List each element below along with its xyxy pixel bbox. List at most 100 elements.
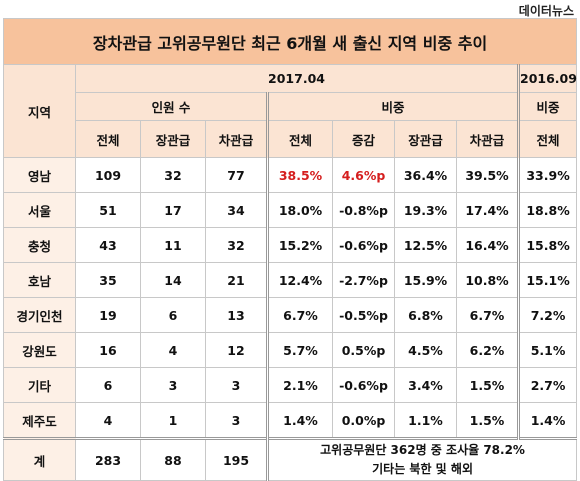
col-header: 차관급 [456, 120, 519, 158]
col-header: 전체 [516, 120, 578, 158]
cell-total: 51 [75, 192, 141, 228]
cell-minister: 14 [140, 262, 206, 298]
cell-r-vice: 6.7% [456, 297, 519, 333]
cell-r-vice: 16.4% [456, 227, 519, 263]
cell-r-change: -0.5%p [332, 297, 395, 333]
cell-r-change: -2.7%p [332, 262, 395, 298]
total-count: 283 [75, 437, 141, 481]
cell-r-minister: 1.1% [394, 402, 457, 439]
cell-r-total: 1.4% [266, 402, 333, 439]
survey-note-line1: 고위공무원단 362명 중 조사율 78.2% [320, 443, 525, 457]
cell-prev-total: 5.1% [516, 332, 578, 368]
table-row: 서울 51 17 34 18.0% -0.8%p 19.3% 17.4% 18.8% [3, 192, 578, 228]
cell-r-total: 12.4% [266, 262, 333, 298]
cell-r-minister: 3.4% [394, 367, 457, 403]
cell-total: 4 [75, 402, 141, 439]
cell-minister: 4 [140, 332, 206, 368]
cell-r-minister: 4.5% [394, 332, 457, 368]
cell-r-vice: 17.4% [456, 192, 519, 228]
cell-vice: 12 [205, 332, 268, 368]
region-cell: 경기인천 [3, 297, 76, 333]
region-cell: 강원도 [3, 332, 76, 368]
table-row: 영남 109 32 77 38.5% 4.6%p 36.4% 39.5% 33.9% [3, 157, 578, 193]
cell-vice: 13 [205, 297, 268, 333]
source-label: 데이터뉴스 [518, 4, 574, 18]
cell-minister: 6 [140, 297, 206, 333]
cell-prev-total: 15.8% [516, 227, 578, 263]
region-header: 지역 [3, 64, 76, 158]
region-cell: 호남 [3, 262, 76, 298]
cell-r-minister: 15.9% [394, 262, 457, 298]
cell-vice: 21 [205, 262, 268, 298]
cell-r-vice: 1.5% [456, 367, 519, 403]
cell-total: 43 [75, 227, 141, 263]
table-row: 호남 35 14 21 12.4% -2.7%p 15.9% 10.8% 15.1% [3, 262, 578, 298]
region-cell: 영남 [3, 157, 76, 193]
count-group-header: 인원 수 [75, 92, 268, 121]
cell-total: 109 [75, 157, 141, 193]
cell-total: 19 [75, 297, 141, 333]
cell-minister: 32 [140, 157, 206, 193]
cell-total: 35 [75, 262, 141, 298]
cell-r-vice: 1.5% [456, 402, 519, 439]
cell-r-change: 0.0%p [332, 402, 395, 439]
cell-total: 16 [75, 332, 141, 368]
previous-period-header: 2016.09 [516, 64, 578, 93]
region-cell: 서울 [3, 192, 76, 228]
table-row: 충청 43 11 32 15.2% -0.6%p 12.5% 16.4% 15.8% [3, 227, 578, 263]
cell-prev-total: 33.9% [516, 157, 578, 193]
cell-r-vice: 10.8% [456, 262, 519, 298]
table-row: 경기인천 19 6 13 6.7% -0.5%p 6.8% 6.7% 7.2% [3, 297, 578, 333]
col-header: 장관급 [394, 120, 457, 158]
cell-prev-total: 7.2% [516, 297, 578, 333]
cell-prev-total: 18.8% [516, 192, 578, 228]
cell-prev-total: 1.4% [516, 402, 578, 439]
region-ratio-table: 장차관급 고위공무원단 최근 6개월 새 출신 지역 비중 추이 지역 2017… [2, 18, 578, 481]
current-period-header: 2017.04 [75, 64, 519, 93]
cell-r-total: 6.7% [266, 297, 333, 333]
cell-total: 6 [75, 367, 141, 403]
cell-prev-total: 15.1% [516, 262, 578, 298]
survey-note: 고위공무원단 362명 중 조사율 78.2% 기타는 북한 및 해외 [265, 437, 578, 481]
cell-r-vice: 6.2% [456, 332, 519, 368]
cell-r-total: 15.2% [266, 227, 333, 263]
region-cell: 충청 [3, 227, 76, 263]
table-title: 장차관급 고위공무원단 최근 6개월 새 출신 지역 비중 추이 [2, 18, 578, 65]
cell-r-minister: 19.3% [394, 192, 457, 228]
cell-r-change: 0.5%p [332, 332, 395, 368]
cell-r-minister: 36.4% [394, 157, 457, 193]
cell-r-total: 18.0% [266, 192, 333, 228]
total-minister: 88 [140, 437, 206, 481]
region-cell: 기타 [3, 367, 76, 403]
cell-vice: 32 [205, 227, 268, 263]
col-header: 전체 [266, 120, 333, 158]
col-header: 전체 [75, 120, 141, 158]
cell-r-change: -0.6%p [332, 227, 395, 263]
cell-minister: 3 [140, 367, 206, 403]
cell-vice: 3 [205, 402, 268, 439]
cell-vice: 34 [205, 192, 268, 228]
cell-r-change: -0.6%p [332, 367, 395, 403]
cell-minister: 17 [140, 192, 206, 228]
total-vice: 195 [205, 437, 268, 481]
cell-vice: 3 [205, 367, 268, 403]
cell-r-total: 5.7% [266, 332, 333, 368]
survey-note-line2: 기타는 북한 및 해외 [372, 462, 473, 476]
table-row: 강원도 16 4 12 5.7% 0.5%p 4.5% 6.2% 5.1% [3, 332, 578, 368]
cell-minister: 11 [140, 227, 206, 263]
cell-r-total: 38.5% [266, 157, 333, 193]
cell-r-change: -0.8%p [332, 192, 395, 228]
cell-r-vice: 39.5% [456, 157, 519, 193]
cell-r-total: 2.1% [266, 367, 333, 403]
col-header: 차관급 [205, 120, 268, 158]
table-row: 기타 6 3 3 2.1% -0.6%p 3.4% 1.5% 2.7% [3, 367, 578, 403]
cell-r-minister: 12.5% [394, 227, 457, 263]
col-header: 장관급 [140, 120, 206, 158]
region-cell: 제주도 [3, 402, 76, 439]
table-row: 제주도 4 1 3 1.4% 0.0%p 1.1% 1.5% 1.4% [3, 402, 578, 439]
cell-minister: 1 [140, 402, 206, 439]
cell-r-minister: 6.8% [394, 297, 457, 333]
prev-ratio-group-header: 비중 [516, 92, 578, 121]
total-label: 계 [3, 437, 76, 481]
cell-r-change: 4.6%p [332, 157, 395, 193]
